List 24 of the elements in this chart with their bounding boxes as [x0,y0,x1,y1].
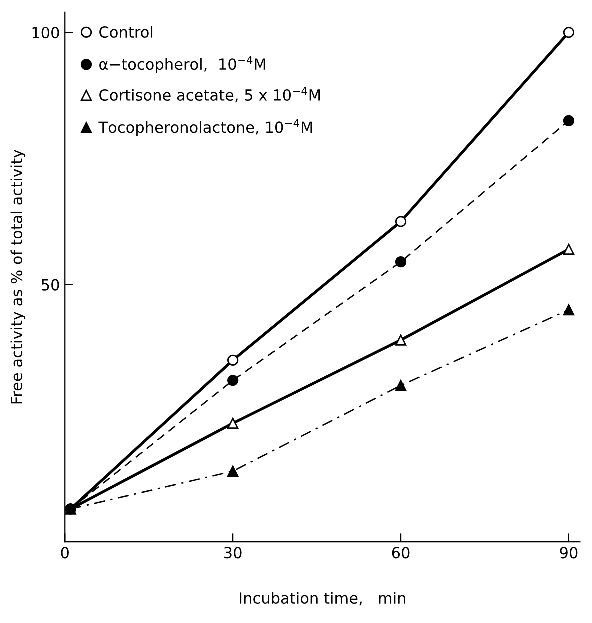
y-axis-title: Free activity as % of total activity [10,150,26,404]
point [395,334,407,346]
legend-label: α−tocopherol, 10$^{−4}$M [100,56,266,74]
legend-label: Control [100,26,153,38]
point [563,115,575,126]
x-tick-label: 0 [61,547,69,559]
point [563,244,575,256]
point [228,354,239,366]
legend-label: Cortisone acetate, 5 x 10$^{−4}$M [100,87,320,103]
legend-label: Tocopheronolactone, 10$^{−4}$M [98,119,312,136]
point [563,27,575,38]
point [228,418,239,430]
x-tick-label: 30 [224,547,242,559]
x-tick-label: 90 [560,547,578,559]
y-tick-label: 50 [42,279,60,291]
point [563,304,575,316]
point [395,256,407,268]
x-axis-title: Incubation time, min [240,592,406,606]
point [395,216,407,228]
x-tick-label: 60 [392,547,410,559]
point [228,466,239,477]
y-tick-label: 100 [32,27,60,39]
point [228,375,239,386]
point [395,380,407,392]
